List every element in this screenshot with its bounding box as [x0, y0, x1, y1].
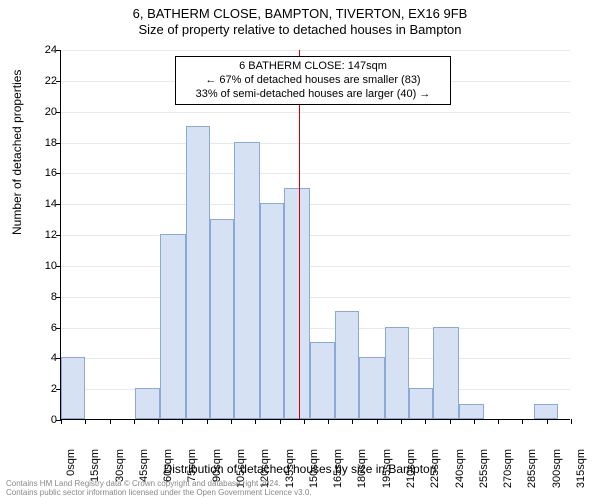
- x-tick-mark: [231, 419, 232, 424]
- y-tick-label: 14: [29, 198, 57, 210]
- x-tick-mark: [522, 419, 523, 424]
- x-tick-mark: [571, 419, 572, 424]
- gridline: [61, 297, 570, 298]
- y-tick-mark: [56, 50, 61, 51]
- y-tick-label: 8: [29, 291, 57, 303]
- y-axis-label: Number of detached properties: [10, 70, 24, 235]
- gridline: [61, 204, 570, 205]
- histogram-bar: [135, 388, 159, 419]
- x-tick-mark: [328, 419, 329, 424]
- plot-region: 0246810121416182022240sqm15sqm30sqm45sqm…: [60, 50, 570, 420]
- y-tick-mark: [56, 297, 61, 298]
- x-tick-mark: [110, 419, 111, 424]
- histogram-bar: [433, 327, 459, 420]
- chart-title-block: 6, BATHERM CLOSE, BAMPTON, TIVERTON, EX1…: [0, 0, 600, 37]
- y-tick-mark: [56, 328, 61, 329]
- footer-line2: Contains public sector information licen…: [6, 489, 312, 498]
- histogram-bar: [61, 357, 85, 419]
- histogram-bar: [459, 404, 483, 419]
- x-tick-mark: [158, 419, 159, 424]
- chart-area: 0246810121416182022240sqm15sqm30sqm45sqm…: [60, 50, 570, 420]
- gridline: [61, 235, 570, 236]
- histogram-bar: [260, 203, 284, 419]
- y-tick-mark: [56, 173, 61, 174]
- x-tick-mark: [547, 419, 548, 424]
- y-tick-label: 10: [29, 260, 57, 272]
- annotation-box: 6 BATHERM CLOSE: 147sqm ← 67% of detache…: [175, 56, 451, 105]
- histogram-bar: [234, 142, 260, 420]
- x-tick-mark: [401, 419, 402, 424]
- x-tick-mark: [425, 419, 426, 424]
- x-tick-mark: [280, 419, 281, 424]
- x-tick-mark: [450, 419, 451, 424]
- y-tick-label: 12: [29, 229, 57, 241]
- histogram-bar: [409, 388, 433, 419]
- histogram-bar: [284, 188, 310, 419]
- x-tick-mark: [134, 419, 135, 424]
- y-tick-mark: [56, 204, 61, 205]
- histogram-bar: [534, 404, 558, 419]
- annotation-line1: 6 BATHERM CLOSE: 147sqm: [182, 60, 444, 74]
- annotation-line3: 33% of semi-detached houses are larger (…: [182, 88, 444, 102]
- histogram-bar: [186, 126, 210, 419]
- y-tick-label: 2: [29, 383, 57, 395]
- x-tick-mark: [255, 419, 256, 424]
- histogram-bar: [385, 327, 409, 420]
- histogram-bar: [359, 357, 385, 419]
- y-tick-mark: [56, 266, 61, 267]
- y-tick-mark: [56, 143, 61, 144]
- histogram-bar: [160, 234, 186, 419]
- footer-attribution: Contains HM Land Registry data © Crown c…: [6, 480, 312, 498]
- x-tick-mark: [474, 419, 475, 424]
- x-tick-mark: [304, 419, 305, 424]
- y-tick-label: 6: [29, 322, 57, 334]
- x-tick-mark: [207, 419, 208, 424]
- gridline: [61, 50, 570, 51]
- title-address: 6, BATHERM CLOSE, BAMPTON, TIVERTON, EX1…: [0, 6, 600, 21]
- x-axis-label: Distribution of detached houses by size …: [0, 462, 600, 476]
- y-tick-label: 16: [29, 167, 57, 179]
- y-tick-label: 24: [29, 44, 57, 56]
- reference-line: [299, 50, 300, 419]
- y-tick-label: 18: [29, 137, 57, 149]
- gridline: [61, 143, 570, 144]
- x-tick-mark: [85, 419, 86, 424]
- x-tick-mark: [61, 419, 62, 424]
- histogram-bar: [210, 219, 234, 419]
- x-tick-mark: [352, 419, 353, 424]
- histogram-bar: [310, 342, 334, 419]
- y-tick-label: 20: [29, 106, 57, 118]
- y-tick-label: 4: [29, 352, 57, 364]
- gridline: [61, 173, 570, 174]
- title-subtitle: Size of property relative to detached ho…: [0, 22, 600, 37]
- gridline: [61, 112, 570, 113]
- x-tick-mark: [182, 419, 183, 424]
- gridline: [61, 328, 570, 329]
- y-tick-mark: [56, 235, 61, 236]
- y-tick-label: 0: [29, 414, 57, 426]
- y-tick-mark: [56, 81, 61, 82]
- x-tick-mark: [377, 419, 378, 424]
- annotation-line2: ← 67% of detached houses are smaller (83…: [182, 74, 444, 88]
- x-tick-mark: [498, 419, 499, 424]
- y-tick-label: 22: [29, 75, 57, 87]
- histogram-bar: [335, 311, 359, 419]
- gridline: [61, 266, 570, 267]
- y-tick-mark: [56, 112, 61, 113]
